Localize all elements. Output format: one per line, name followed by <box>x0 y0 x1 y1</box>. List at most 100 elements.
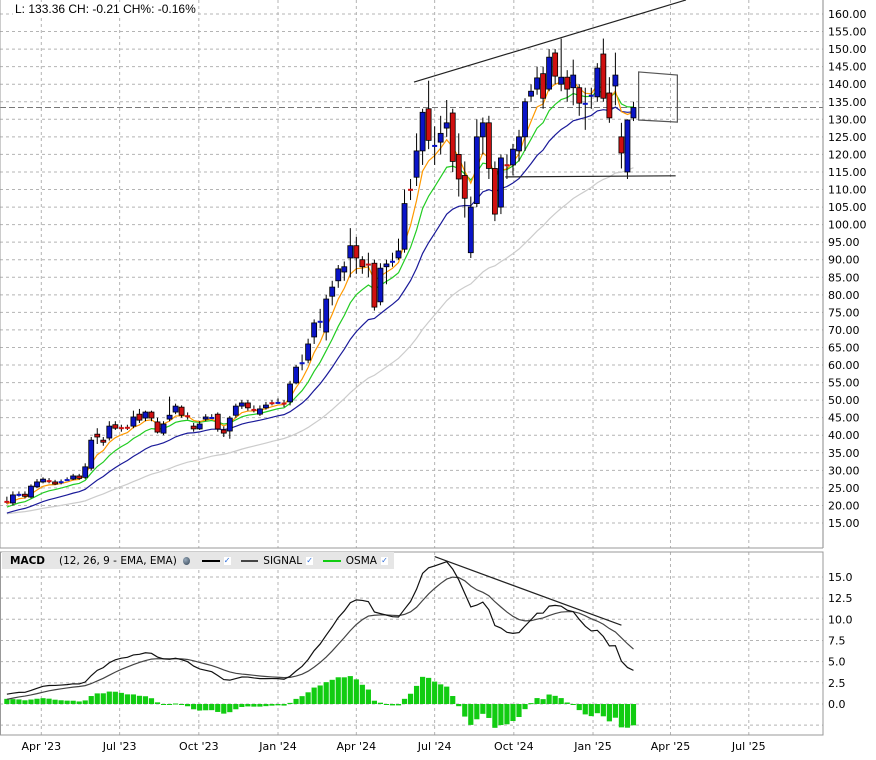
candle-body <box>564 76 571 90</box>
candle-body <box>377 267 384 303</box>
macd-trendline <box>434 556 622 626</box>
candle-body <box>160 423 167 434</box>
price-tick-label: 90.00 <box>828 254 860 267</box>
osma-bar <box>395 704 402 706</box>
price-tick-label: 60.00 <box>828 359 860 372</box>
candle-body <box>269 402 275 405</box>
osma-bar <box>558 698 564 704</box>
osma-bar <box>570 703 576 705</box>
candle-body <box>612 74 619 87</box>
osma-bar <box>582 704 588 715</box>
price-tick-label: 40.00 <box>828 429 860 442</box>
osma-bar <box>263 704 269 707</box>
osma-bar <box>179 704 185 705</box>
macd-tick-label: 7.5 <box>828 634 846 647</box>
candle-body <box>437 132 444 143</box>
candle-body <box>100 439 107 443</box>
osma-bar <box>257 704 263 707</box>
price-tick-label: 85.00 <box>828 271 860 284</box>
osma-bar <box>203 704 209 711</box>
candle-body <box>582 102 588 105</box>
candle-body <box>209 416 215 419</box>
time-tick-label: Jan '25 <box>573 740 611 753</box>
osma-bar <box>498 704 504 726</box>
osma-bar <box>64 700 70 704</box>
ma-slow-line <box>6 106 634 514</box>
candle-body <box>70 475 77 480</box>
osma-bar <box>594 704 600 714</box>
osma-bar <box>323 682 329 704</box>
osma-bar <box>413 685 420 704</box>
price-trendline <box>505 175 676 178</box>
osma-bar <box>221 704 227 714</box>
candle-body <box>10 494 16 504</box>
candle-body <box>347 245 354 259</box>
osma-bar <box>106 691 112 704</box>
candle-body <box>467 206 474 254</box>
price-tick-label: 160.00 <box>828 8 867 21</box>
candle-body <box>485 122 492 169</box>
last-price-info: L: 133.36 CH: -0.21 CH%: -0.16% <box>13 2 198 16</box>
candle-body <box>40 478 46 483</box>
candle-body <box>425 108 432 141</box>
candle-body <box>479 122 486 138</box>
macd-visible-checkbox[interactable]: ✓ <box>223 555 231 565</box>
signal-visible-checkbox[interactable]: ✓ <box>306 555 314 565</box>
candle-body <box>383 263 390 268</box>
candle-body <box>16 493 22 496</box>
osma-bar <box>58 700 64 704</box>
osma-bar <box>522 704 528 710</box>
candle-body <box>287 383 293 403</box>
osma-bar <box>209 704 215 711</box>
osma-visible-checkbox[interactable]: ✓ <box>380 555 389 565</box>
candle-body <box>22 493 28 497</box>
price-tick-label: 125.00 <box>828 131 867 144</box>
osma-bar <box>389 704 396 706</box>
time-tick-label: Oct '24 <box>494 740 534 753</box>
candle-body <box>299 362 305 365</box>
candle-body <box>359 259 366 268</box>
globe-icon[interactable] <box>182 556 190 565</box>
osma-bar <box>118 692 124 704</box>
macd-tick-label: 0.0 <box>828 698 846 711</box>
candle-body <box>408 188 414 191</box>
candle-body <box>522 101 528 138</box>
osma-bar <box>486 704 492 718</box>
osma-bar <box>540 699 546 704</box>
osma-bar <box>317 685 323 704</box>
macd-tick-label: 12.5 <box>828 592 853 605</box>
osma-bar <box>88 696 94 704</box>
osma-bar <box>347 676 353 704</box>
candle-body <box>293 366 299 384</box>
osma-label: OSMA <box>345 554 377 567</box>
osma-bar <box>329 679 335 704</box>
candle-body <box>419 111 426 152</box>
candle-body <box>546 56 553 90</box>
price-tick-label: 35.00 <box>828 447 860 460</box>
price-tick-label: 15.00 <box>828 517 860 530</box>
ma-fast-line <box>6 80 634 505</box>
macd-params[interactable]: (12, 26, 9 - EMA, EMA) <box>59 554 177 567</box>
macd-tick-label: 5.0 <box>828 656 846 669</box>
candle-body <box>263 404 269 409</box>
candle-body <box>329 286 336 297</box>
drawn-annotations[interactable] <box>413 0 687 626</box>
osma-bar <box>377 702 384 704</box>
osma-bar <box>456 704 462 707</box>
candle-body <box>510 148 516 166</box>
candle-body <box>534 77 540 90</box>
macd-tick-label: 10.0 <box>828 613 853 626</box>
osma-bar <box>335 677 341 704</box>
candle-body <box>516 136 522 152</box>
candle-body <box>154 421 161 433</box>
osma-bar <box>166 704 173 705</box>
osma-bar <box>552 695 558 704</box>
macd-panel <box>4 560 637 728</box>
candle-body <box>166 414 173 420</box>
candle-body <box>401 203 408 250</box>
osma-bar <box>371 700 377 704</box>
candle-body <box>311 322 318 338</box>
time-tick-label: Apr '25 <box>651 740 691 753</box>
osma-bar <box>197 704 203 711</box>
